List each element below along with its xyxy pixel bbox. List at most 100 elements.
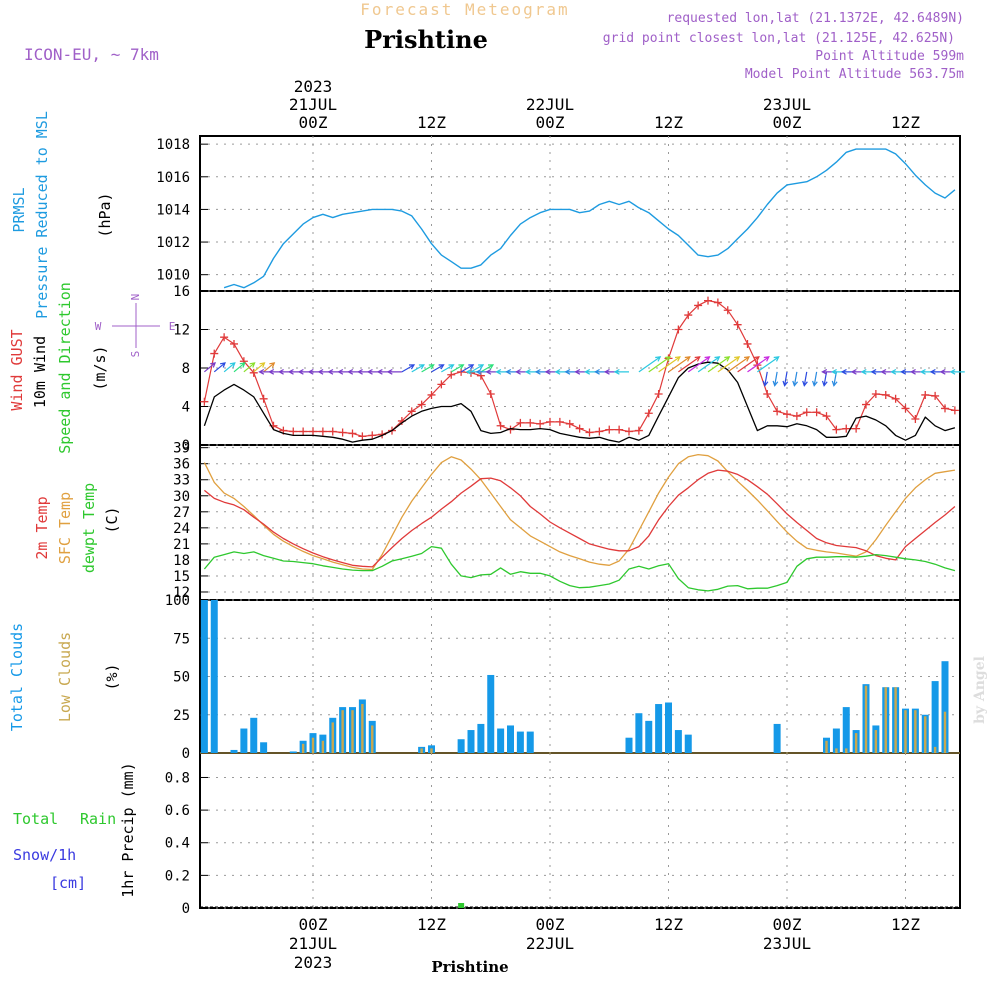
- temp-2m-line: [203, 469, 956, 568]
- wind-gust-marker: [516, 418, 525, 427]
- ytick-label-pressure: 1016: [156, 170, 190, 186]
- wind-gust-marker: [338, 428, 347, 437]
- wind-arrow-head: [337, 368, 344, 375]
- wind-arrow-head: [408, 364, 416, 370]
- precip-frame: [199, 752, 961, 909]
- total-cloud-bar: [645, 720, 653, 753]
- info-requested: requested lon,lat (21.1372E, 42.6489N): [667, 11, 964, 26]
- wind-arrow: [764, 371, 768, 386]
- wind-gust-marker: [417, 400, 426, 409]
- ytick-label-wind: 12: [173, 323, 190, 339]
- wind-arrow: [747, 356, 770, 373]
- ytick-label-wind: 0: [182, 438, 190, 454]
- wind-arrow-head: [880, 368, 887, 375]
- wind-gust-marker: [931, 391, 940, 400]
- wind-arrow-head: [495, 368, 502, 375]
- wind-arrow: [687, 356, 710, 373]
- temp-frame: [199, 444, 961, 601]
- wind-arrow-head: [821, 368, 828, 375]
- wind-gust-marker: [862, 400, 870, 409]
- compass-north: N: [129, 294, 142, 301]
- total-cloud-bar: [210, 600, 218, 753]
- low-cloud-bar: [351, 710, 354, 753]
- wind-arrow: [223, 362, 236, 373]
- temp-sfc-label: SFC Temp: [56, 492, 74, 564]
- wind-gust-marker: [605, 425, 614, 434]
- temp-dewpt-label: dewpt Temp: [80, 483, 98, 573]
- wind-gust-marker: [476, 371, 485, 380]
- ytick-label-wind: 8: [182, 361, 190, 377]
- top-hour-label: 00Z: [299, 113, 328, 132]
- wind-arrow: [793, 371, 798, 386]
- wind-gust-marker: [723, 306, 732, 315]
- rain-bar: [458, 903, 465, 908]
- top-hour-label: 12Z: [891, 113, 920, 132]
- wind-gust-marker: [200, 397, 209, 406]
- wind-gust-marker: [871, 389, 880, 398]
- wind-gust-marker: [437, 380, 446, 389]
- wind-gust-marker: [733, 320, 742, 329]
- wind-arrow-head: [840, 368, 847, 375]
- wind-gust-marker: [625, 427, 633, 436]
- wind-gust-marker: [536, 419, 545, 428]
- ytick-label-temp: 27: [173, 505, 190, 521]
- wind-gust-marker: [348, 429, 357, 438]
- wind-arrow-head: [812, 380, 818, 387]
- wind-arrow-head: [468, 364, 475, 370]
- temp-unit: (C): [103, 506, 121, 533]
- wind-arrow: [813, 371, 818, 386]
- wind-arrow-head: [910, 368, 916, 375]
- wind-gust-marker: [713, 298, 722, 307]
- total-cloud-bar: [516, 731, 524, 753]
- low-cloud-bar: [874, 730, 878, 753]
- ytick-label-precip: 0.6: [165, 803, 190, 819]
- subtitle: Forecast Meteogram: [360, 0, 569, 19]
- wind-gust-marker: [654, 389, 663, 398]
- ytick-label-precip: 0: [182, 901, 190, 917]
- wind-arrow-head: [870, 368, 877, 375]
- wind-gust-marker: [704, 296, 712, 305]
- wind-gust-marker: [565, 419, 574, 428]
- wind-arrow: [648, 356, 671, 373]
- clouds-total-label: Total Clouds: [8, 623, 26, 731]
- wind-gust-marker: [822, 412, 831, 421]
- wind-arrow: [233, 362, 246, 373]
- wind-arrow-head: [239, 362, 246, 368]
- wind-arrow-head: [347, 368, 354, 375]
- grid-lines: [200, 136, 960, 909]
- wind-gust-marker: [486, 389, 495, 398]
- wind-10m-line: [203, 361, 956, 443]
- wind-arrow: [470, 364, 484, 373]
- wind-arrow-head: [515, 368, 521, 375]
- low-cloud-bar: [894, 687, 897, 753]
- top-hour-label: 00Z: [773, 113, 802, 132]
- bottom-hour-label: 00Z: [299, 915, 328, 934]
- total-cloud-bar: [625, 737, 633, 753]
- total-cloud-bar: [487, 674, 495, 753]
- total-cloud-bar: [467, 730, 475, 753]
- low-cloud-bar: [914, 710, 917, 753]
- low-cloud-bar: [854, 733, 858, 753]
- wind-unit: (m/s): [91, 345, 109, 390]
- wind-arrow: [668, 356, 691, 373]
- wind-gust-marker: [407, 407, 416, 416]
- wind-arrow-head: [655, 356, 662, 362]
- wind-gust-marker: [941, 404, 949, 413]
- wind-arrow-head: [259, 362, 266, 368]
- wind-arrow-head: [850, 368, 857, 375]
- wind-arrow-head: [210, 362, 217, 368]
- low-cloud-bar: [361, 704, 364, 753]
- wind-arrow: [803, 371, 808, 386]
- wind-arrow-head: [269, 362, 276, 368]
- ytick-label-pressure: 1014: [156, 202, 190, 218]
- wind-arrow-head: [485, 368, 492, 375]
- wind-gust-marker: [585, 428, 594, 437]
- wind-arrow-head: [772, 380, 779, 387]
- low-cloud-bar: [884, 687, 887, 753]
- low-cloud-bar: [904, 710, 907, 753]
- wind-arrow: [460, 364, 474, 373]
- wind-arrow-head: [376, 368, 383, 375]
- wind-arrow-head: [487, 364, 495, 370]
- ytick-label-pressure: 1012: [156, 235, 190, 251]
- wind-arrow-head: [792, 380, 799, 387]
